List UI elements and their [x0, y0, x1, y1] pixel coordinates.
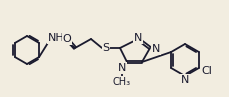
- Text: Cl: Cl: [202, 66, 212, 76]
- Text: N: N: [181, 75, 189, 85]
- Text: O: O: [63, 34, 71, 44]
- Text: N: N: [134, 33, 142, 43]
- Text: S: S: [102, 43, 109, 53]
- Text: N: N: [118, 63, 126, 73]
- Text: NH: NH: [48, 33, 64, 43]
- Text: CH₃: CH₃: [113, 77, 131, 87]
- Text: N: N: [152, 44, 160, 54]
